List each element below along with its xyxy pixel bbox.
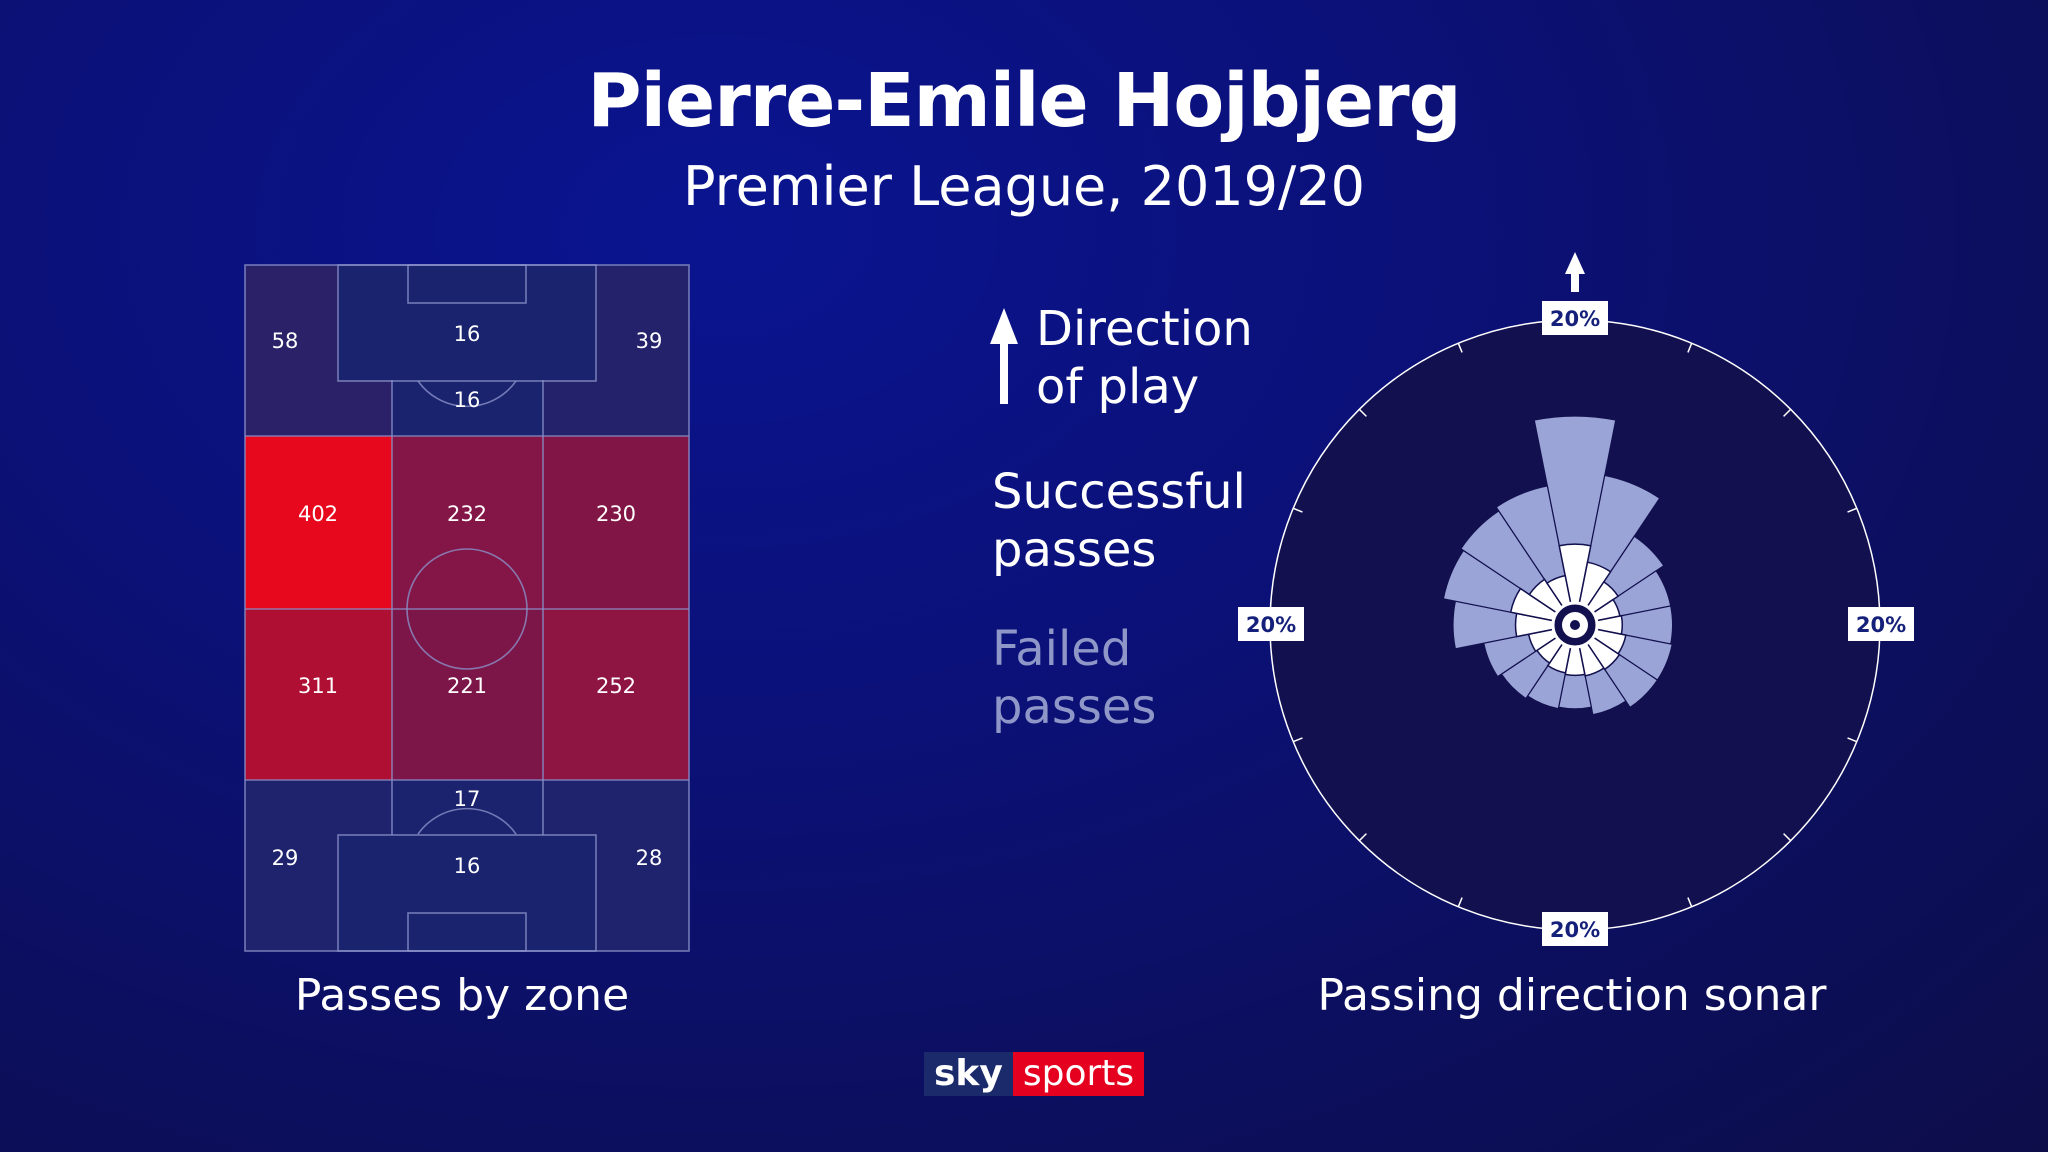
sonar-tick — [1292, 737, 1303, 743]
bottom-penalty-arc — [417, 807, 517, 835]
scale-label-text: 20% — [1550, 307, 1600, 331]
zone-label-top-box: 16 — [454, 322, 481, 346]
top-six-yard-box — [407, 264, 527, 304]
scale-label-left: 20% — [1238, 607, 1304, 641]
scale-label-top: 20% — [1542, 301, 1608, 335]
scale-label-box — [1542, 301, 1608, 335]
sonar-tick — [1847, 737, 1858, 743]
zone-label-bottom-arc: 17 — [454, 787, 481, 811]
caption-sonar: Passing direction sonar — [1317, 970, 1827, 1021]
sonar-tick — [1783, 833, 1792, 842]
legend-direction-line2: of play — [1036, 359, 1200, 415]
zone-label-top-arc: 16 — [454, 388, 481, 412]
direction-arrow-icon — [990, 308, 1018, 344]
bottom-six-yard-box — [407, 912, 527, 952]
centre-circle — [406, 548, 528, 670]
legend-failed: Failed passes — [992, 620, 1156, 736]
sonar-tick — [1783, 408, 1792, 417]
caption-zones: Passes by zone — [294, 970, 630, 1021]
legend-failed-line2: passes — [992, 679, 1157, 735]
scale-label-box — [1238, 607, 1304, 641]
top-penalty-arc — [417, 380, 517, 408]
zone-top-box — [338, 265, 596, 380]
zone-bottom-left — [245, 780, 392, 951]
sonar-tick — [1847, 507, 1858, 513]
zone-lower-mid-center — [392, 609, 543, 780]
zone-upper-mid-left — [245, 436, 392, 609]
zone-lower-mid-right — [543, 609, 689, 780]
sonar-up-arrow-icon — [1565, 252, 1585, 292]
sonar-tick — [1457, 897, 1463, 908]
zone-upper-mid-center — [392, 436, 543, 609]
legend-successful-line2: passes — [992, 522, 1157, 578]
legend-successful: Successful passes — [992, 463, 1246, 579]
zone-label-bottom-box: 16 — [454, 854, 481, 878]
zone-label-lower-mid-right: 252 — [596, 674, 636, 698]
sonar-tick — [1687, 342, 1693, 353]
legend-direction-line1: Direction — [1036, 301, 1253, 357]
scale-label-text: 20% — [1856, 613, 1906, 637]
zone-fills — [245, 265, 689, 951]
zone-label-bottom-left: 29 — [272, 846, 299, 870]
zone-top-right — [543, 265, 689, 436]
scale-label-box — [1848, 607, 1914, 641]
chart-title: Pierre-Emile Hojbjerg — [587, 58, 1461, 144]
zone-label-upper-mid-left: 402 — [298, 502, 338, 526]
sonar-tick — [1292, 507, 1303, 513]
sonar-tick — [1687, 897, 1693, 908]
zone-upper-mid-right — [543, 436, 689, 609]
sonar-tick — [1457, 342, 1463, 353]
zone-label-lower-mid-left: 311 — [298, 674, 338, 698]
direction-arrow-shaft — [1000, 340, 1008, 404]
zone-label-top-right: 39 — [636, 329, 663, 353]
zone-lower-mid-left — [245, 609, 392, 780]
sonar-tick — [1358, 833, 1367, 842]
sonar-ticks — [1292, 342, 1858, 908]
logo-sky-text: sky — [924, 1052, 1013, 1096]
scale-label-text: 20% — [1246, 613, 1296, 637]
zone-labels: 58 16 39 16 402 232 230 311 221 252 17 29 16 28 — [272, 322, 663, 878]
logo-sports-text: sports — [1012, 1052, 1145, 1096]
legend-direction: Direction of play — [1036, 300, 1253, 416]
zone-top-left — [245, 265, 392, 436]
pitch-markings — [244, 264, 690, 952]
legend-failed-line1: Failed — [992, 621, 1132, 677]
zone-label-lower-mid-center: 221 — [447, 674, 487, 698]
scale-label-bottom: 20% — [1542, 912, 1608, 946]
legend-successful-line1: Successful — [992, 464, 1246, 520]
scale-label-box — [1542, 912, 1608, 946]
ball-icon-panel — [1570, 620, 1580, 630]
scale-label-right: 20% — [1848, 607, 1914, 641]
zone-label-bottom-right: 28 — [636, 846, 663, 870]
sonar-tick — [1358, 408, 1367, 417]
chart-subtitle: Premier League, 2019/20 — [683, 155, 1365, 218]
zone-bottom-right — [543, 780, 689, 951]
zone-label-top-left: 58 — [272, 329, 299, 353]
scale-label-text: 20% — [1550, 918, 1600, 942]
zone-label-upper-mid-right: 230 — [596, 502, 636, 526]
sky-sports-logo: sky sports — [924, 1052, 1145, 1096]
zone-bottom-box — [338, 835, 596, 951]
zone-label-upper-mid-center: 232 — [447, 502, 487, 526]
